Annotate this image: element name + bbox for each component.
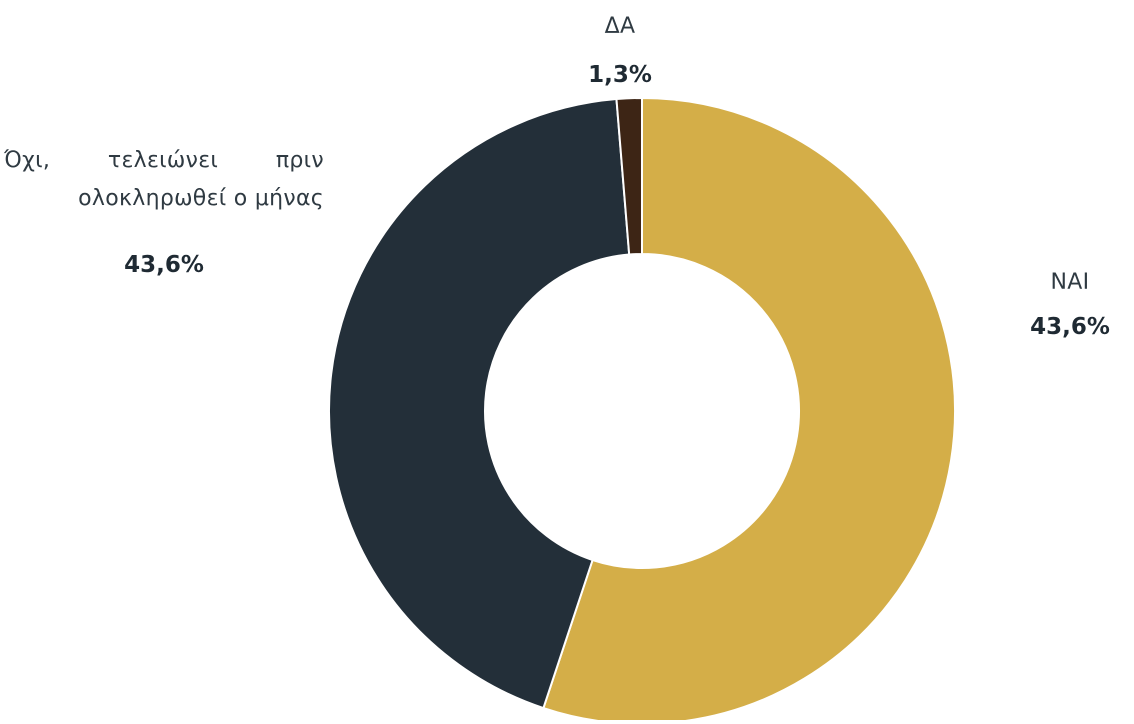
- donut-slice-2: [615, 96, 643, 256]
- slice-value-nai: 43,6%: [1030, 314, 1110, 340]
- donut-slice-1: [328, 97, 631, 710]
- slice-label-da: ΔΑ: [604, 14, 636, 39]
- slice-value-oxi: 43,6%: [124, 252, 204, 278]
- slice-label-nai: ΝΑΙ: [1050, 270, 1090, 295]
- slice-value-da: 1,3%: [588, 62, 652, 88]
- slice-label-oxi: Όχι, τελειώνει πριν ολοκληρωθεί ο μήνας: [4, 148, 324, 211]
